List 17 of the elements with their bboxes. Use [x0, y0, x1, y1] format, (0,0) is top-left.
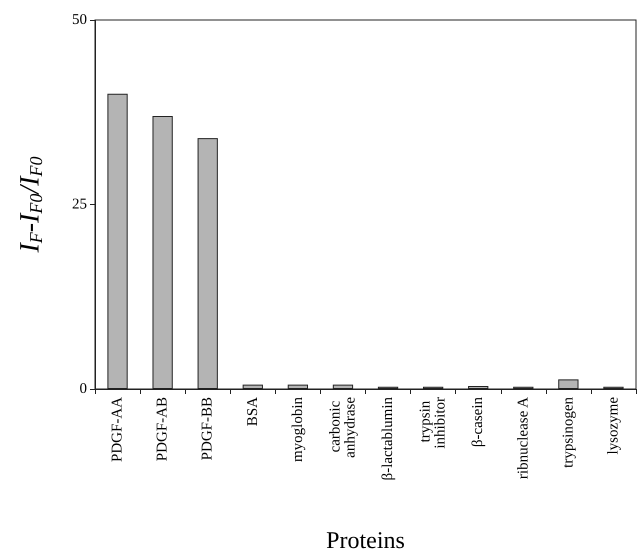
x-tick-label: trypsinogen — [560, 396, 576, 468]
x-tick-label: PDGF-AB — [154, 397, 171, 462]
x-tick-label: ribnuclease A — [515, 396, 532, 480]
x-tick-label: myoglobin — [290, 396, 306, 462]
x-tick-label: PDGF-BB — [200, 397, 216, 460]
y-tick-label: 0 — [80, 381, 87, 397]
x-tick-label: β-lactablumin — [380, 396, 396, 480]
y-tick-label: 50 — [72, 12, 87, 28]
x-tick-label: carbonic anhydrase — [327, 396, 358, 458]
x-tick-label: lysozyme — [605, 396, 622, 454]
x-axis-title: Proteins — [326, 528, 405, 554]
x-tick-label: PDGF-AA — [110, 396, 126, 462]
x-tick-label: β-casein — [470, 396, 486, 448]
y-tick-label: 25 — [72, 196, 87, 212]
x-tick-label: trypsin inhibitor — [418, 397, 449, 449]
x-tick-label: BSA — [244, 396, 261, 426]
y-axis-title: IF-IF0/IF0 — [14, 156, 46, 254]
